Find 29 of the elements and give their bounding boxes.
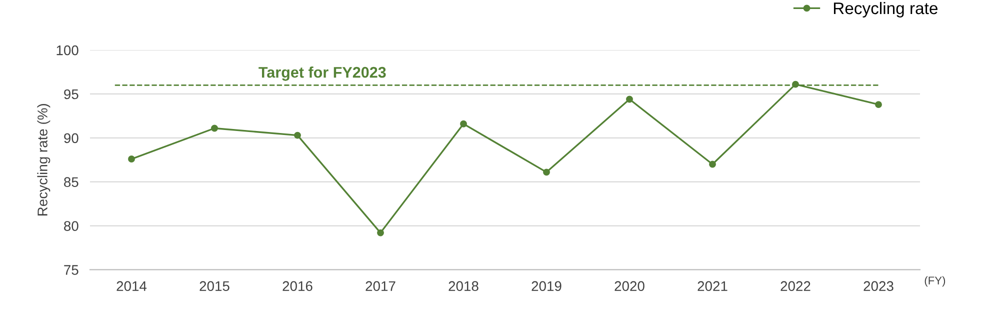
y-tick-label: 85 bbox=[64, 177, 78, 188]
point bbox=[626, 96, 633, 103]
x-tick-label: 2016 bbox=[282, 281, 312, 292]
x-tick-label: 2021 bbox=[698, 281, 728, 292]
x-tick-label: 2019 bbox=[532, 281, 562, 292]
point bbox=[294, 132, 301, 139]
y-tick-label: 75 bbox=[64, 265, 78, 275]
legend-label: Recycling rate bbox=[834, 2, 938, 18]
point bbox=[875, 101, 882, 108]
point bbox=[211, 124, 218, 132]
x-axis-title: (FY) bbox=[924, 276, 946, 287]
point bbox=[543, 168, 550, 176]
x-tick-label: 2018 bbox=[448, 281, 478, 292]
x-tick-label: 2017 bbox=[366, 281, 396, 292]
x-tick-label: 2022 bbox=[780, 281, 810, 292]
y-tick-label: 80 bbox=[64, 221, 78, 231]
point bbox=[460, 120, 467, 128]
x-tick-label: 2020 bbox=[614, 281, 644, 292]
x-tick-label: 2014 bbox=[116, 281, 147, 292]
y-axis-title: Recycling rate (%) bbox=[37, 104, 50, 216]
point bbox=[709, 160, 716, 168]
y-tick-label: 100 bbox=[56, 45, 78, 56]
point bbox=[128, 156, 135, 162]
x-tick-label: 2015 bbox=[200, 281, 230, 292]
ref-line-label: Target for FY2023 bbox=[258, 66, 386, 81]
y-tick-label: 95 bbox=[64, 89, 78, 100]
x-tick-label: 2023 bbox=[864, 281, 894, 292]
point bbox=[377, 229, 384, 236]
y-tick-label: 90 bbox=[64, 133, 78, 144]
